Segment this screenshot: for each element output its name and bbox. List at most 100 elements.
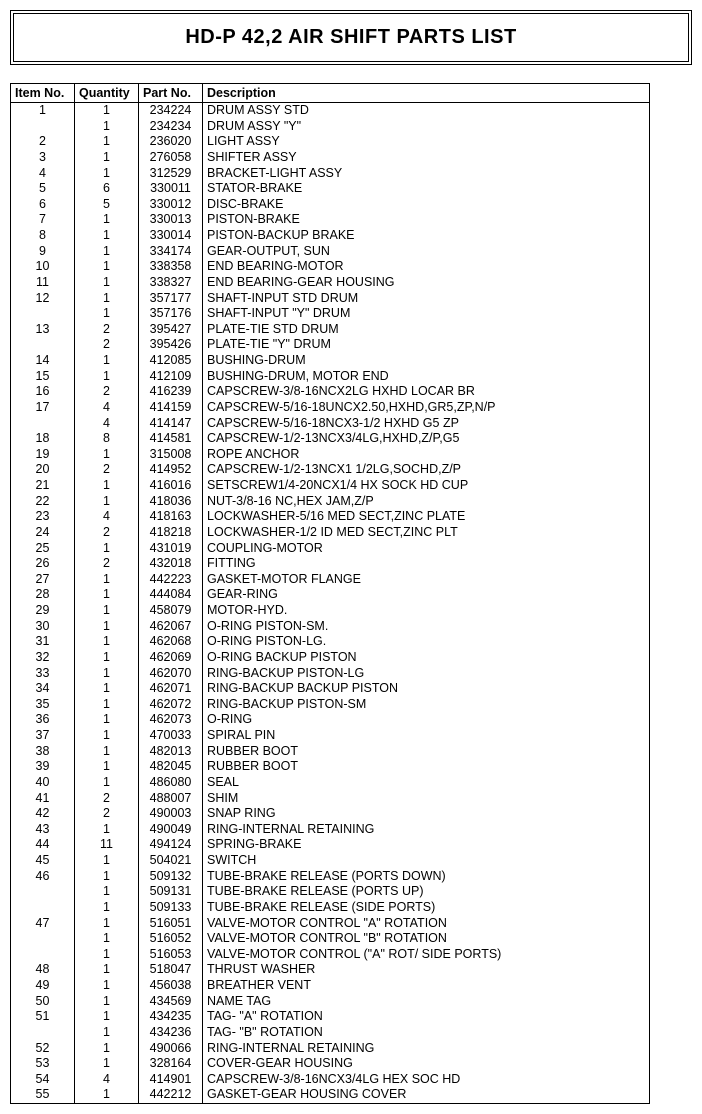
table-row: 41312529BRACKET-LIGHT ASSY — [11, 166, 650, 182]
cell-item-no: 54 — [11, 1072, 75, 1088]
cell-item-no: 6 — [11, 197, 75, 213]
cell-item-no: 44 — [11, 837, 75, 853]
table-row: 251431019COUPLING-MOTOR — [11, 541, 650, 557]
cell-part-no: 490003 — [139, 806, 203, 822]
cell-item-no: 27 — [11, 572, 75, 588]
cell-part-no: 414952 — [139, 462, 203, 478]
cell-quantity: 1 — [75, 228, 139, 244]
cell-item-no — [11, 900, 75, 916]
cell-part-no: 442212 — [139, 1087, 203, 1103]
cell-description: SEAL — [203, 775, 650, 791]
cell-description: END BEARING-GEAR HOUSING — [203, 275, 650, 291]
cell-part-no: 330013 — [139, 212, 203, 228]
cell-quantity: 11 — [75, 837, 139, 853]
cell-item-no: 46 — [11, 869, 75, 885]
table-body: 11234224DRUM ASSY STD1234234DRUM ASSY "Y… — [11, 103, 650, 1104]
cell-description: PLATE-TIE "Y" DRUM — [203, 337, 650, 353]
cell-description: O-RING — [203, 712, 650, 728]
cell-description: NAME TAG — [203, 994, 650, 1010]
cell-quantity: 1 — [75, 244, 139, 260]
cell-item-no: 36 — [11, 712, 75, 728]
cell-description: COUPLING-MOTOR — [203, 541, 650, 557]
cell-item-no: 8 — [11, 228, 75, 244]
cell-part-no: 442223 — [139, 572, 203, 588]
table-row: 31276058SHIFTER ASSY — [11, 150, 650, 166]
cell-part-no: 330012 — [139, 197, 203, 213]
cell-description: LOCKWASHER-5/16 MED SECT,ZINC PLATE — [203, 509, 650, 525]
cell-item-no: 24 — [11, 525, 75, 541]
cell-description: SHIFTER ASSY — [203, 150, 650, 166]
cell-item-no: 52 — [11, 1041, 75, 1057]
cell-item-no: 7 — [11, 212, 75, 228]
cell-item-no: 22 — [11, 494, 75, 510]
cell-quantity: 2 — [75, 525, 139, 541]
cell-item-no — [11, 931, 75, 947]
cell-part-no: 462070 — [139, 666, 203, 682]
table-row: 1509133TUBE-BRAKE RELEASE (SIDE PORTS) — [11, 900, 650, 916]
cell-description: RUBBER BOOT — [203, 759, 650, 775]
cell-part-no: 504021 — [139, 853, 203, 869]
table-row: 491456038BREATHER VENT — [11, 978, 650, 994]
table-row: 461509132TUBE-BRAKE RELEASE (PORTS DOWN) — [11, 869, 650, 885]
table-row: 141412085BUSHING-DRUM — [11, 353, 650, 369]
cell-quantity: 1 — [75, 369, 139, 385]
cell-item-no: 4 — [11, 166, 75, 182]
table-row: 471516051VALVE-MOTOR CONTROL "A" ROTATIO… — [11, 916, 650, 932]
cell-item-no: 15 — [11, 369, 75, 385]
cell-item-no: 49 — [11, 978, 75, 994]
cell-description: VALVE-MOTOR CONTROL "B" ROTATION — [203, 931, 650, 947]
cell-item-no: 10 — [11, 259, 75, 275]
cell-description: VALVE-MOTOR CONTROL "A" ROTATION — [203, 916, 650, 932]
cell-item-no: 37 — [11, 728, 75, 744]
cell-description: SETSCREW1/4-20NCX1/4 HX SOCK HD CUP — [203, 478, 650, 494]
cell-part-no: 456038 — [139, 978, 203, 994]
cell-part-no: 414159 — [139, 400, 203, 416]
cell-part-no: 490049 — [139, 822, 203, 838]
cell-part-no: 516051 — [139, 916, 203, 932]
cell-quantity: 1 — [75, 541, 139, 557]
cell-quantity: 1 — [75, 572, 139, 588]
cell-part-no: 357177 — [139, 291, 203, 307]
table-row: 174414159CAPSCREW-5/16-18UNCX2.50,HXHD,G… — [11, 400, 650, 416]
table-row: 71330013PISTON-BRAKE — [11, 212, 650, 228]
cell-description: STATOR-BRAKE — [203, 181, 650, 197]
cell-quantity: 1 — [75, 587, 139, 603]
cell-description: NUT-3/8-16 NC,HEX JAM,Z/P — [203, 494, 650, 510]
header-description: Description — [203, 84, 650, 103]
cell-description: COVER-GEAR HOUSING — [203, 1056, 650, 1072]
cell-description: RING-INTERNAL RETAINING — [203, 822, 650, 838]
cell-item-no: 19 — [11, 447, 75, 463]
cell-quantity: 4 — [75, 416, 139, 432]
cell-part-no: 412085 — [139, 353, 203, 369]
cell-part-no: 395427 — [139, 322, 203, 338]
cell-description: O-RING PISTON-LG. — [203, 634, 650, 650]
cell-quantity: 1 — [75, 712, 139, 728]
table-header-row: Item No. Quantity Part No. Description — [11, 84, 650, 103]
cell-description: BUSHING-DRUM — [203, 353, 650, 369]
table-row: 381482013RUBBER BOOT — [11, 744, 650, 760]
cell-part-no: 416239 — [139, 384, 203, 400]
cell-quantity: 1 — [75, 103, 139, 119]
cell-item-no: 42 — [11, 806, 75, 822]
cell-quantity: 1 — [75, 853, 139, 869]
cell-quantity: 1 — [75, 978, 139, 994]
cell-part-no: 470033 — [139, 728, 203, 744]
cell-quantity: 1 — [75, 775, 139, 791]
cell-description: LIGHT ASSY — [203, 134, 650, 150]
cell-part-no: 434569 — [139, 994, 203, 1010]
cell-item-no — [11, 306, 75, 322]
cell-item-no: 30 — [11, 619, 75, 635]
table-row: 2395426PLATE-TIE "Y" DRUM — [11, 337, 650, 353]
cell-part-no: 312529 — [139, 166, 203, 182]
cell-item-no: 35 — [11, 697, 75, 713]
table-row: 271442223GASKET-MOTOR FLANGE — [11, 572, 650, 588]
cell-item-no — [11, 416, 75, 432]
cell-description: GASKET-MOTOR FLANGE — [203, 572, 650, 588]
cell-quantity: 1 — [75, 759, 139, 775]
table-row: 1234234DRUM ASSY "Y" — [11, 119, 650, 135]
cell-quantity: 4 — [75, 1072, 139, 1088]
cell-part-no: 482045 — [139, 759, 203, 775]
table-row: 262432018FITTING — [11, 556, 650, 572]
cell-part-no: 414147 — [139, 416, 203, 432]
cell-item-no: 55 — [11, 1087, 75, 1103]
